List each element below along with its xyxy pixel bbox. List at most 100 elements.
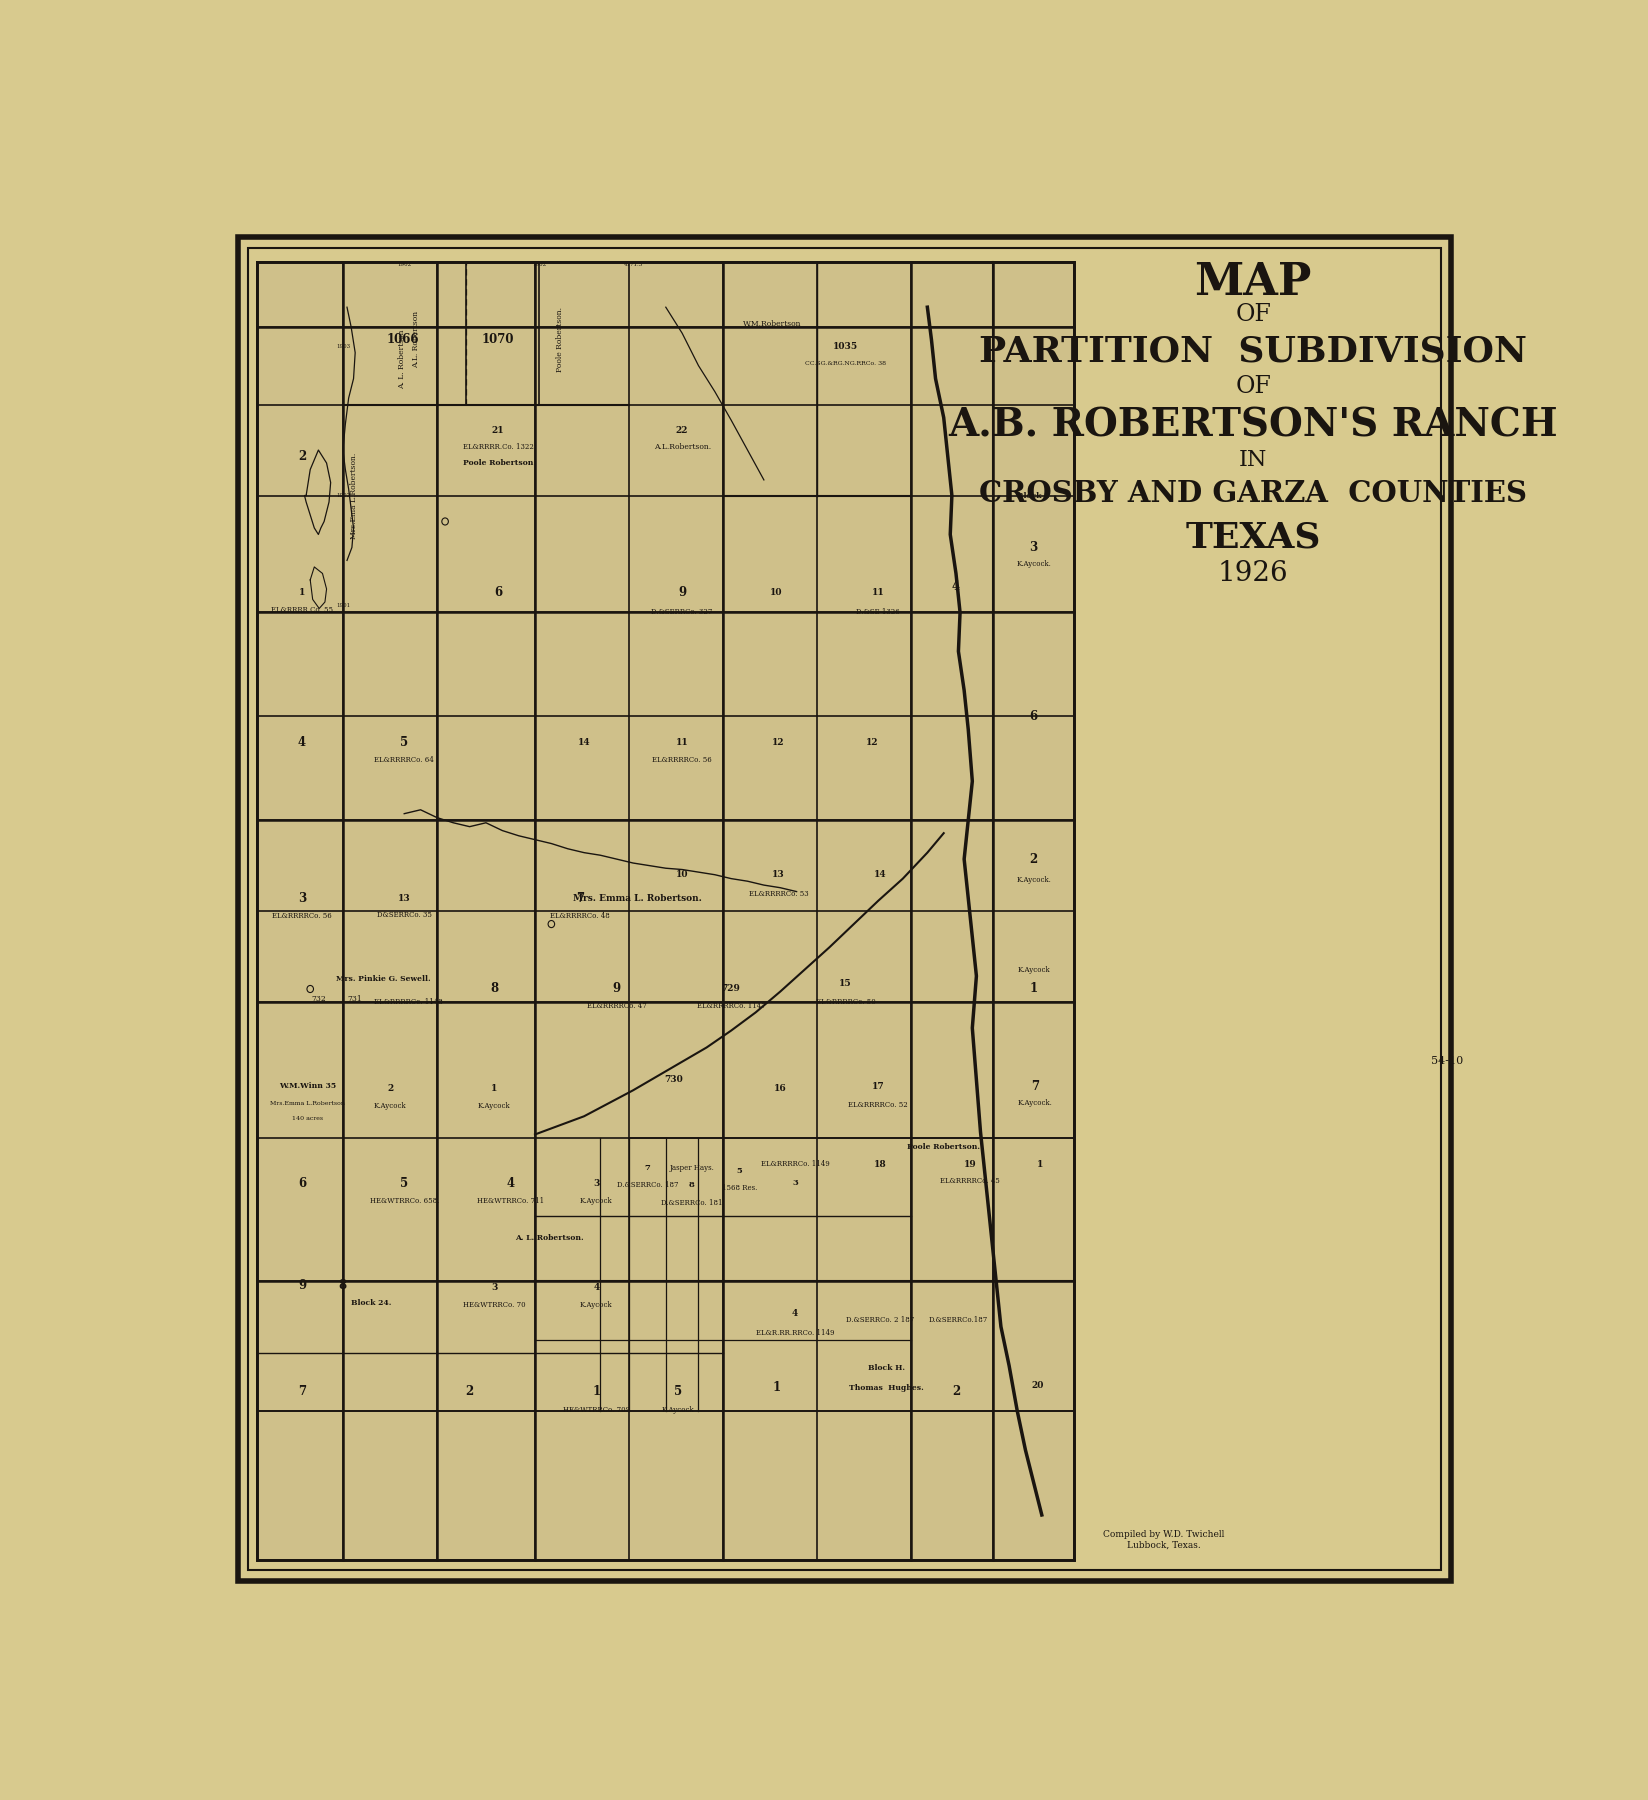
Text: 7: 7 <box>575 891 583 905</box>
Text: Block 2: Block 2 <box>1017 491 1050 500</box>
Text: 3: 3 <box>298 891 307 905</box>
Text: 3: 3 <box>491 1283 498 1292</box>
Text: Poole Robertson.: Poole Robertson. <box>906 1143 981 1152</box>
Text: 1902: 1902 <box>532 261 545 266</box>
Text: K.Aycock: K.Aycock <box>1017 965 1050 974</box>
Text: D.&SERRCo. 2 187: D.&SERRCo. 2 187 <box>845 1316 915 1325</box>
Text: K.Aycock.: K.Aycock. <box>1017 560 1051 569</box>
Text: 18: 18 <box>873 1159 887 1168</box>
Text: 2: 2 <box>465 1384 473 1399</box>
Text: 11: 11 <box>872 589 885 598</box>
Text: 732: 732 <box>311 995 326 1003</box>
Text: 9: 9 <box>298 1278 307 1292</box>
Text: EL&RRRR.Co. 1322: EL&RRRR.Co. 1322 <box>463 443 534 452</box>
Text: K.Aycock.: K.Aycock. <box>1017 877 1051 884</box>
Text: 2: 2 <box>387 1084 394 1093</box>
Text: 8: 8 <box>489 983 498 995</box>
Text: 5: 5 <box>674 1384 682 1399</box>
Text: 16: 16 <box>775 1084 786 1093</box>
Text: EL&RRRRCo. 1149: EL&RRRRCo. 1149 <box>761 1161 829 1168</box>
Text: 7: 7 <box>1032 1080 1040 1093</box>
Text: 19: 19 <box>964 1159 976 1168</box>
Text: 4171.5: 4171.5 <box>623 261 643 266</box>
Text: 1902: 1902 <box>336 493 351 499</box>
Text: 6: 6 <box>298 1177 307 1190</box>
Text: 12: 12 <box>773 738 784 747</box>
Text: Poole Robertson.: Poole Robertson. <box>555 308 564 373</box>
Text: 6: 6 <box>1030 709 1038 724</box>
Text: 3: 3 <box>1030 542 1038 554</box>
Text: 21: 21 <box>491 427 504 436</box>
Text: OF: OF <box>1236 302 1271 326</box>
Text: 2: 2 <box>953 1384 961 1399</box>
Text: A.L.Robertson.: A.L.Robertson. <box>654 443 710 452</box>
Text: HE&WTRRCo. 709: HE&WTRRCo. 709 <box>562 1406 630 1413</box>
Text: 1: 1 <box>298 589 305 598</box>
Text: 4: 4 <box>791 1309 798 1318</box>
Text: 11: 11 <box>676 738 689 747</box>
Text: HE&WTRRCo. 70: HE&WTRRCo. 70 <box>463 1301 526 1309</box>
Text: 1: 1 <box>491 1084 498 1093</box>
Text: 17: 17 <box>872 1082 885 1091</box>
Text: 15: 15 <box>839 979 852 988</box>
Text: 2: 2 <box>1030 853 1038 866</box>
Text: MAP: MAP <box>1195 261 1312 304</box>
Text: 13: 13 <box>773 869 784 878</box>
Text: Block H.: Block H. <box>868 1364 905 1372</box>
Text: 1: 1 <box>1037 1159 1043 1168</box>
Text: 4: 4 <box>953 580 961 592</box>
Text: Mrs. Pinkie G. Sewell.: Mrs. Pinkie G. Sewell. <box>336 974 432 983</box>
Text: A. L. Robertson: A. L. Robertson <box>397 329 405 389</box>
Text: HE&WTRRCo. 658.: HE&WTRRCo. 658. <box>369 1197 438 1204</box>
Text: 8: 8 <box>689 1181 695 1190</box>
Text: 730: 730 <box>664 1075 684 1084</box>
Text: EL&RRRRCo. 1147: EL&RRRRCo. 1147 <box>697 1003 766 1010</box>
Text: 22: 22 <box>676 427 689 436</box>
Text: TEXAS: TEXAS <box>1185 520 1322 554</box>
Text: Compiled by W.D. Twichell
Lubbock, Texas.: Compiled by W.D. Twichell Lubbock, Texas… <box>1103 1530 1224 1550</box>
Text: 14: 14 <box>873 869 887 878</box>
Text: 1070: 1070 <box>481 333 514 346</box>
Text: 9: 9 <box>613 983 621 995</box>
Text: Block 24.: Block 24. <box>351 1300 392 1307</box>
Text: D.&SERRCo. 187: D.&SERRCo. 187 <box>616 1181 679 1190</box>
Text: EL&R.RR.RRCo. 1149: EL&R.RR.RRCo. 1149 <box>756 1328 834 1337</box>
Text: CC.SG.&RG.NG.RRCo. 38: CC.SG.&RG.NG.RRCo. 38 <box>806 360 887 365</box>
Text: 140 acres: 140 acres <box>292 1116 323 1121</box>
Text: Thomas  Hughes.: Thomas Hughes. <box>849 1384 925 1391</box>
Text: A.L. Robertson: A.L. Robertson <box>412 311 420 369</box>
Text: 3: 3 <box>793 1179 798 1186</box>
Text: 10: 10 <box>676 869 689 878</box>
Text: EL&RRRRCo. 53: EL&RRRRCo. 53 <box>748 891 809 898</box>
Text: 20: 20 <box>1032 1381 1043 1390</box>
Text: D&SERRCo. 35: D&SERRCo. 35 <box>377 911 432 920</box>
Text: 5: 5 <box>400 736 409 749</box>
Text: 3: 3 <box>593 1179 600 1188</box>
Text: K.Aycock: K.Aycock <box>580 1301 613 1309</box>
Text: EL&RRRRCo. 48: EL&RRRRCo. 48 <box>550 913 610 920</box>
Text: 54-10: 54-10 <box>1432 1057 1463 1066</box>
Text: W.M.Robertson: W.M.Robertson <box>743 320 801 328</box>
Text: 4: 4 <box>506 1177 514 1190</box>
Text: 1: 1 <box>771 1381 780 1395</box>
Text: EL&RRRRCo. 47: EL&RRRRCo. 47 <box>587 1003 646 1010</box>
Text: 14: 14 <box>578 738 590 747</box>
Text: D.&SERRCo.187: D.&SERRCo.187 <box>929 1316 989 1325</box>
Text: K.Aycock.: K.Aycock. <box>1018 1100 1053 1107</box>
Text: 7: 7 <box>644 1165 651 1172</box>
Text: 4: 4 <box>298 736 307 749</box>
Text: K.Aycock: K.Aycock <box>374 1102 407 1111</box>
Text: 10: 10 <box>770 589 783 598</box>
Text: Mrs. Emma L. Robertson.: Mrs. Emma L. Robertson. <box>574 893 702 902</box>
Text: 13: 13 <box>397 893 410 902</box>
Text: W.M.Winn 35: W.M.Winn 35 <box>279 1082 336 1091</box>
Text: Mrs.Ema L.Robertson.: Mrs.Ema L.Robertson. <box>349 452 358 538</box>
Text: EL&RRRRCo. 50: EL&RRRRCo. 50 <box>816 997 875 1006</box>
Text: EL&RRRR.Co. 55: EL&RRRR.Co. 55 <box>270 607 333 614</box>
Text: 1902: 1902 <box>397 261 412 266</box>
Text: EL&RRRRCo. 64: EL&RRRRCo. 64 <box>374 756 433 765</box>
Text: 8: 8 <box>339 1278 348 1292</box>
Text: CROSBY AND GARZA  COUNTIES: CROSBY AND GARZA COUNTIES <box>979 479 1528 508</box>
Text: D.&SE 1326: D.&SE 1326 <box>857 608 900 616</box>
Text: EL&RRRRCo. 56: EL&RRRRCo. 56 <box>653 756 712 765</box>
